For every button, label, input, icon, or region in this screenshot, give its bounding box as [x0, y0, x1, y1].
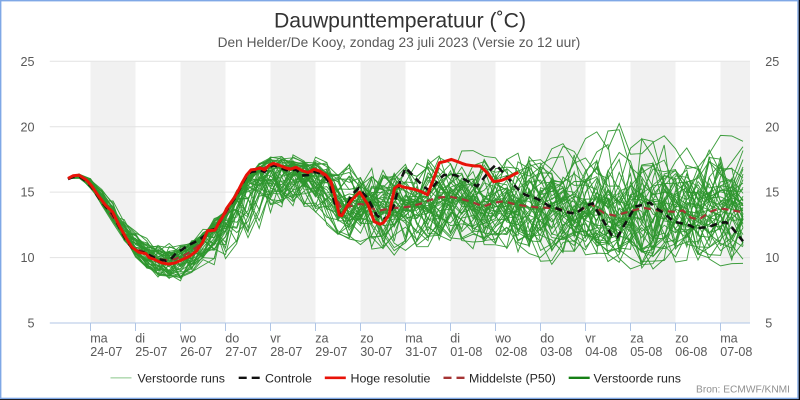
svg-text:za: za: [315, 331, 328, 345]
svg-text:03-08: 03-08: [540, 345, 572, 359]
svg-text:30-07: 30-07: [360, 345, 392, 359]
svg-text:ma: ma: [720, 331, 738, 345]
svg-text:Bron: ECMWF/KNMI: Bron: ECMWF/KNMI: [696, 385, 790, 396]
svg-text:vr: vr: [585, 331, 596, 345]
svg-text:za: za: [630, 331, 643, 345]
svg-text:05-08: 05-08: [630, 345, 662, 359]
svg-text:26-07: 26-07: [180, 345, 212, 359]
svg-text:31-07: 31-07: [405, 345, 437, 359]
svg-text:15: 15: [20, 186, 34, 200]
svg-text:5: 5: [765, 317, 772, 331]
svg-text:do: do: [540, 331, 554, 345]
svg-text:zo: zo: [360, 331, 373, 345]
svg-text:24-07: 24-07: [90, 345, 122, 359]
svg-text:07-08: 07-08: [720, 345, 752, 359]
svg-text:wo: wo: [179, 331, 196, 345]
svg-text:ma: ma: [405, 331, 423, 345]
svg-text:25-07: 25-07: [135, 345, 167, 359]
svg-text:Verstoorde runs: Verstoorde runs: [138, 371, 225, 385]
svg-text:20: 20: [20, 120, 34, 134]
svg-text:do: do: [225, 331, 239, 345]
svg-text:ma: ma: [90, 331, 108, 345]
svg-text:vr: vr: [270, 331, 281, 345]
svg-text:10: 10: [765, 251, 779, 265]
svg-text:25: 25: [765, 55, 779, 69]
svg-text:29-07: 29-07: [315, 345, 347, 359]
svg-text:04-08: 04-08: [585, 345, 617, 359]
svg-text:28-07: 28-07: [270, 345, 302, 359]
svg-text:Middelste (P50): Middelste (P50): [469, 371, 556, 385]
svg-text:01-08: 01-08: [450, 345, 482, 359]
svg-text:02-08: 02-08: [495, 345, 527, 359]
svg-text:10: 10: [20, 251, 34, 265]
svg-text:zo: zo: [675, 331, 688, 345]
svg-text:5: 5: [27, 317, 34, 331]
svg-text:Verstoorde runs: Verstoorde runs: [594, 371, 681, 385]
svg-text:Hoge resolutie: Hoge resolutie: [351, 371, 431, 385]
svg-text:Controle: Controle: [265, 371, 312, 385]
svg-text:di: di: [450, 331, 460, 345]
svg-text:25: 25: [20, 55, 34, 69]
svg-text:06-08: 06-08: [675, 345, 707, 359]
svg-text:Dauwpunttemperatuur (˚C): Dauwpunttemperatuur (˚C): [274, 10, 526, 33]
svg-text:20: 20: [765, 120, 779, 134]
svg-text:27-07: 27-07: [225, 345, 257, 359]
svg-text:15: 15: [765, 186, 779, 200]
svg-text:di: di: [135, 331, 145, 345]
svg-text:wo: wo: [494, 331, 511, 345]
svg-text:Den Helder/De Kooy, zondag 23: Den Helder/De Kooy, zondag 23 juli 2023 …: [218, 35, 581, 50]
